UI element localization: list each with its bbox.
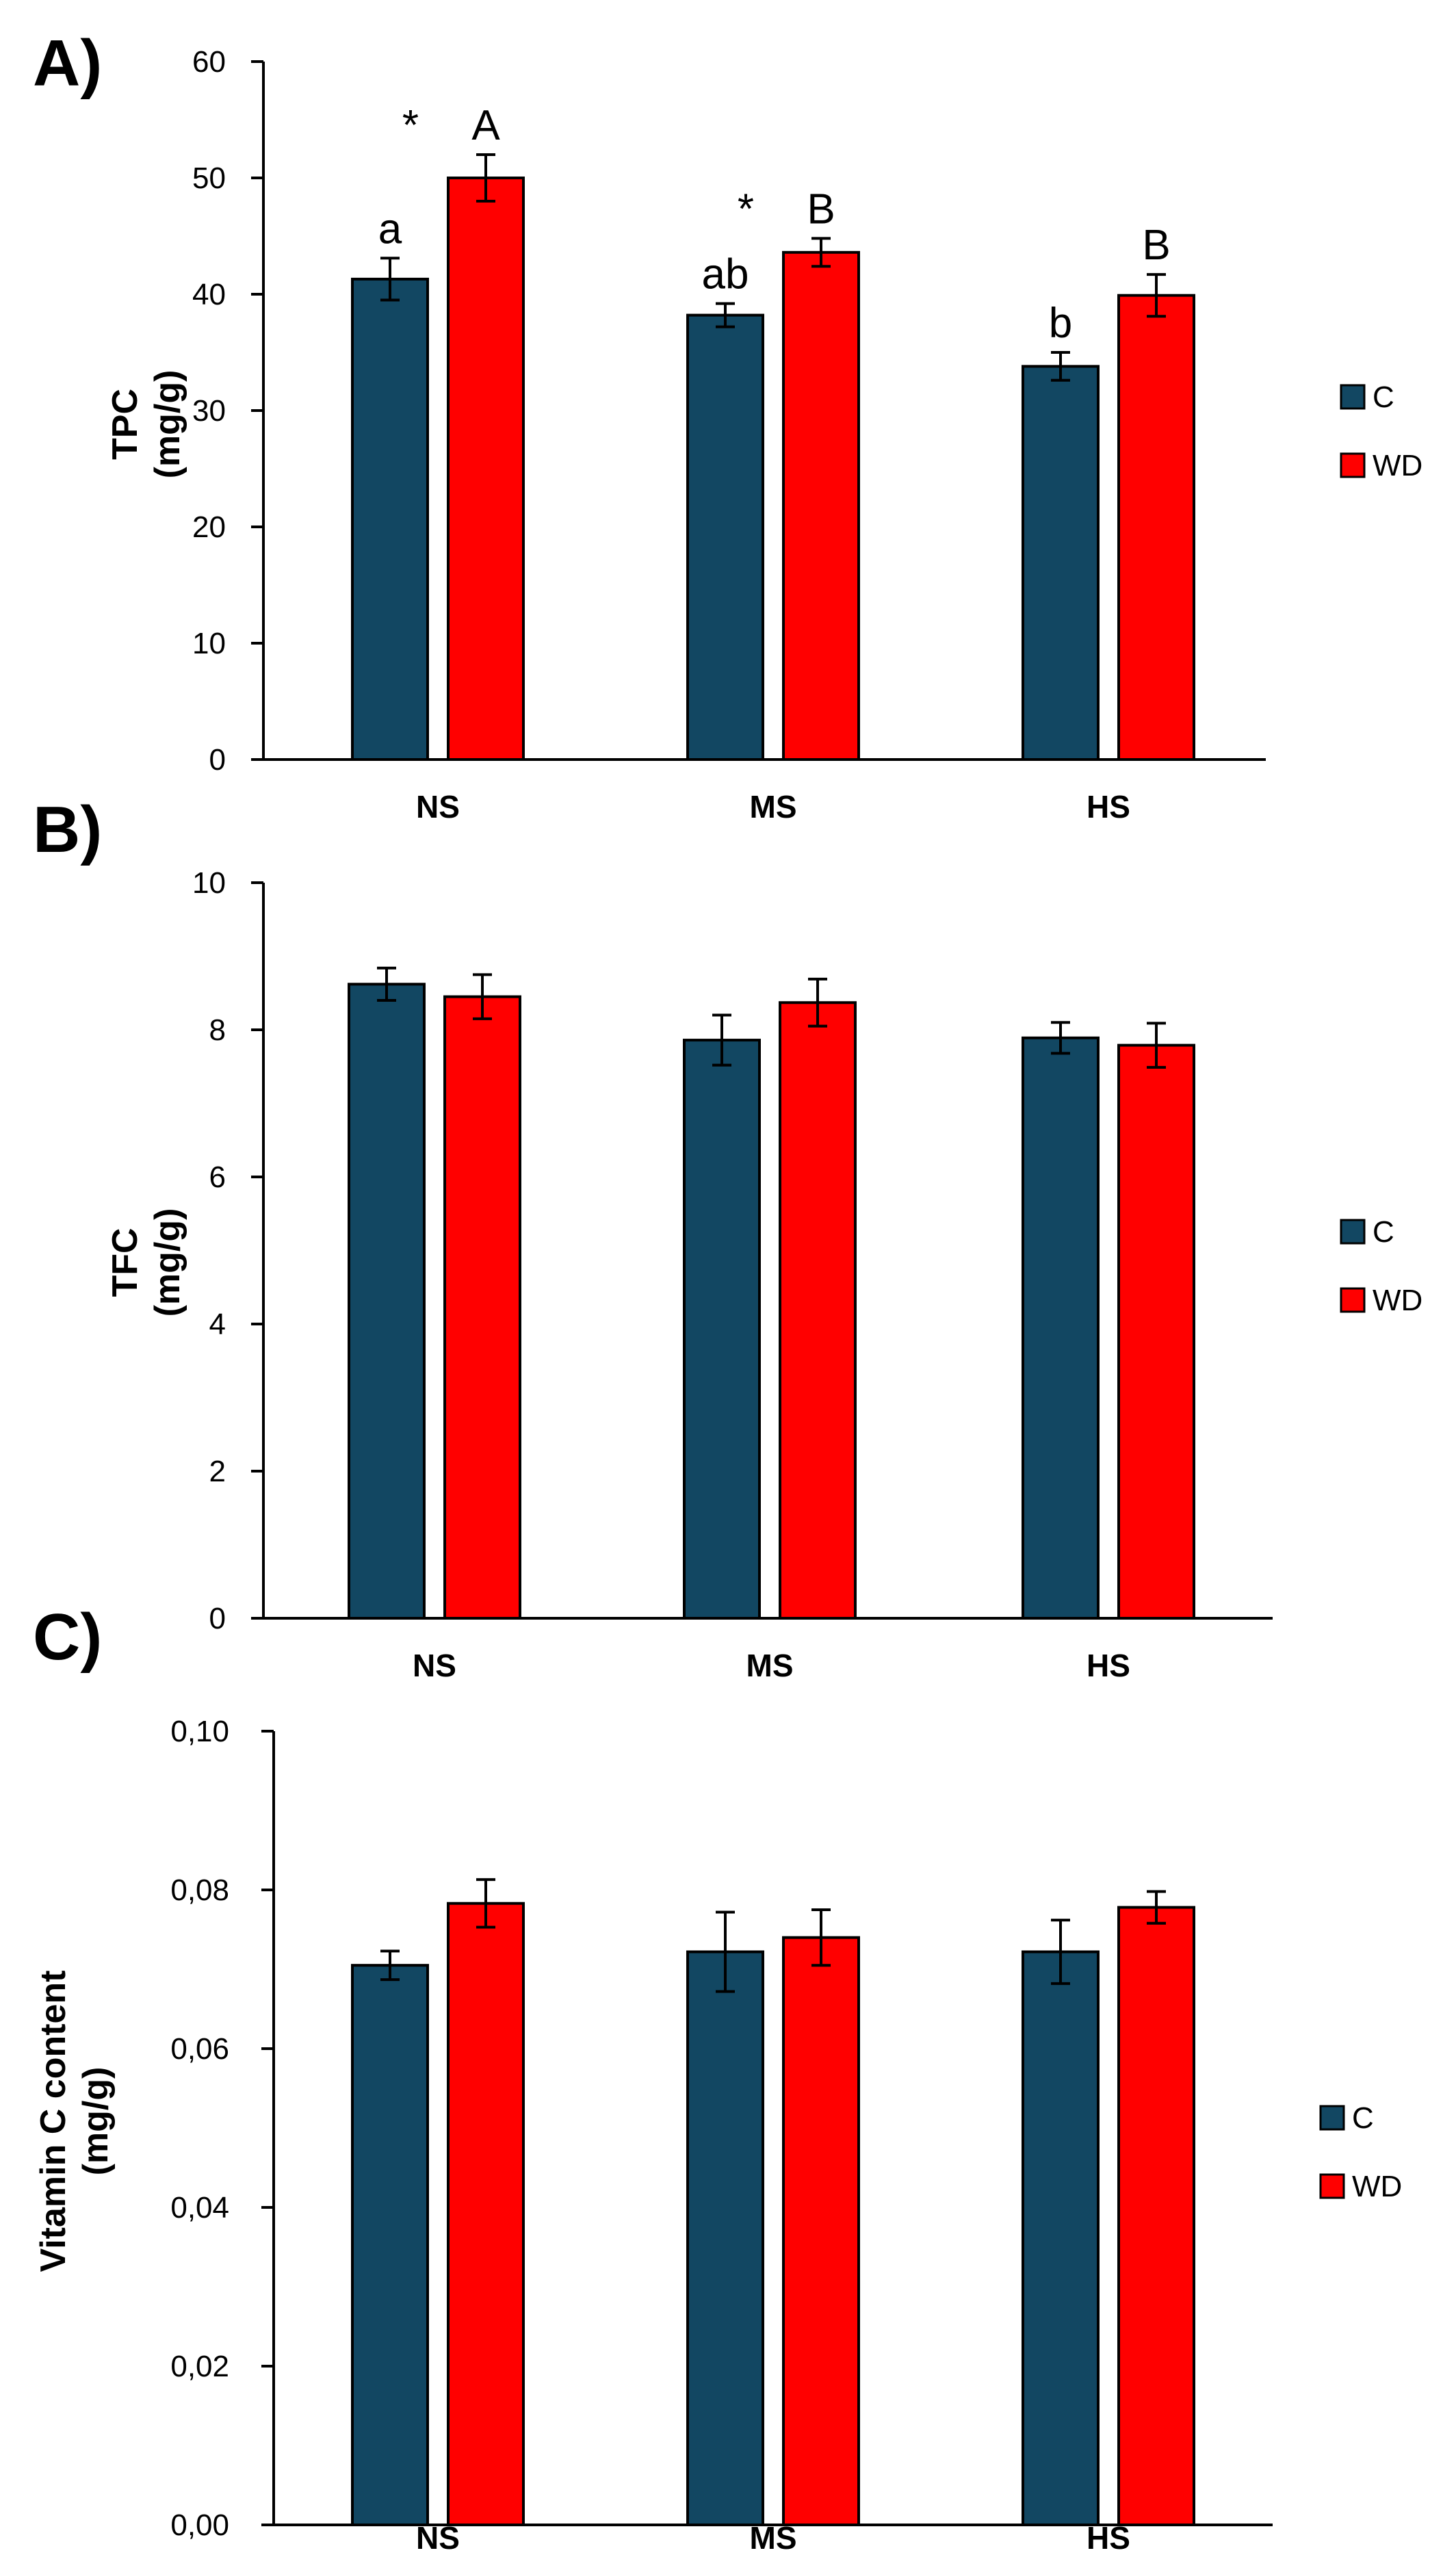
- bar-c-hs: [1022, 365, 1100, 761]
- significance-letter: a: [378, 205, 402, 252]
- bar-c-hs: [1022, 1036, 1100, 1620]
- legend-label-c: C: [1373, 380, 1394, 414]
- y-tick-label: 20: [192, 510, 226, 544]
- y-axis-title-line: TFC: [105, 1228, 145, 1297]
- x-tick-label: MS: [750, 789, 797, 825]
- bar-wd-hs: [1117, 1906, 1195, 2526]
- legend-swatch-c: [1340, 384, 1366, 410]
- legend-label-c: C: [1373, 1215, 1394, 1249]
- legend-label-wd: WD: [1352, 2170, 1402, 2203]
- y-tick-label: 0,08: [170, 1873, 229, 1907]
- y-tick-label: 8: [209, 1013, 226, 1047]
- chart-panel-1: A) 0 10 20 30 40 50 60 NS MS HS a ab b C A * B * B WD TPC (mg/…: [33, 27, 1422, 825]
- y-tick-label: 0: [209, 743, 226, 777]
- bar-wd-hs: [1117, 1043, 1195, 1620]
- bar-c-ns: [351, 1964, 429, 2526]
- x-tick-label: NS: [416, 789, 460, 825]
- bar-c-ms: [683, 1039, 761, 1620]
- y-tick-label: 10: [192, 866, 226, 900]
- bar-c-ns: [348, 983, 426, 1620]
- x-tick-label: HS: [1087, 789, 1130, 825]
- legend-swatch-c: [1319, 2105, 1345, 2131]
- bar-wd-ns: [443, 995, 521, 1620]
- significance-star: *: [738, 185, 754, 233]
- legend-label-wd: WD: [1373, 449, 1422, 482]
- y-tick-label: 60: [192, 45, 226, 79]
- bar-wd-hs: [1117, 294, 1195, 761]
- bar-wd-ms: [782, 1936, 860, 2527]
- significance-letter: ab: [702, 251, 749, 298]
- y-tick-label: 10: [192, 627, 226, 660]
- legend-label-wd: WD: [1373, 1284, 1422, 1317]
- chart-panel-3: C) 0,00 0,02 0,04 0,06 0,08 0,10 NS MS HS C WD Vitam…: [33, 1600, 1402, 2556]
- y-axis-title-line: TPC: [105, 389, 145, 460]
- y-tick-label: 0,00: [170, 2508, 229, 2542]
- panel-label: C): [33, 1600, 102, 1674]
- y-tick-label: 30: [192, 394, 226, 428]
- legend-swatch-wd: [1340, 1287, 1366, 1313]
- chart-panel-2: B) 0 2 4 6 8 10 NS MS HS C WD TFC (mg/g): [33, 793, 1422, 1683]
- bar-wd-ns: [447, 1902, 525, 2526]
- legend-swatch-c: [1340, 1219, 1366, 1245]
- bar-c-ms: [686, 1950, 764, 2526]
- bar-wd-ms: [779, 1001, 857, 1620]
- significance-letter: B: [1142, 222, 1170, 269]
- legend-swatch-wd: [1319, 2173, 1345, 2199]
- y-tick-label: 0,04: [170, 2191, 229, 2225]
- bar-c-ms: [686, 313, 764, 762]
- bar-c-ns: [351, 277, 429, 761]
- panel-label: B): [33, 793, 102, 866]
- y-axis-title-line: (mg/g): [148, 370, 187, 479]
- significance-star: *: [402, 102, 419, 149]
- y-axis-title: Vitamin C content (mg/g): [34, 1970, 116, 2272]
- y-axis-title: TPC (mg/g): [105, 370, 187, 479]
- legend-swatch-wd: [1340, 452, 1366, 478]
- x-tick-label: MS: [746, 1648, 794, 1683]
- x-tick-label: NS: [413, 1648, 456, 1683]
- y-tick-label: 0,02: [170, 2350, 229, 2383]
- panel-label: A): [33, 27, 102, 100]
- bar-wd-ns: [447, 177, 525, 761]
- bar-wd-ms: [782, 250, 860, 761]
- y-tick-label: 0,10: [170, 1715, 229, 1748]
- significance-letter: b: [1049, 300, 1072, 347]
- y-axis-title: TFC (mg/g): [105, 1208, 187, 1317]
- y-tick-label: 0,06: [170, 2032, 229, 2066]
- x-tick-label: HS: [1087, 1648, 1130, 1683]
- y-tick-label: 40: [192, 278, 226, 311]
- y-axis-title-line: (mg/g): [148, 1208, 187, 1317]
- y-tick-label: 0: [209, 1602, 226, 1635]
- significance-letter: A: [471, 102, 500, 149]
- significance-letter: B: [807, 185, 835, 233]
- legend-label-c: C: [1352, 2101, 1374, 2135]
- y-tick-label: 50: [192, 161, 226, 195]
- y-tick-label: 6: [209, 1160, 226, 1194]
- y-axis-title-line: (mg/g): [76, 2067, 116, 2176]
- y-tick-label: 4: [209, 1308, 226, 1341]
- bar-c-hs: [1022, 1950, 1100, 2526]
- y-tick-label: 2: [209, 1455, 226, 1488]
- y-axis-title-line: Vitamin C content: [34, 1970, 73, 2272]
